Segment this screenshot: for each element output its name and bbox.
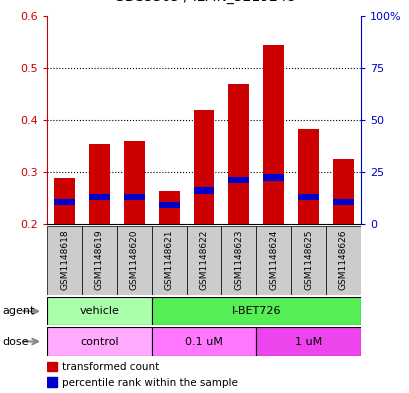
Text: I-BET726: I-BET726 — [231, 306, 280, 316]
Bar — [221, 226, 256, 295]
Bar — [263, 45, 283, 224]
Bar — [158, 202, 179, 208]
Bar — [117, 226, 151, 295]
Text: percentile rank within the sample: percentile rank within the sample — [62, 378, 238, 387]
Text: GDS5365 / ILMN_3219248: GDS5365 / ILMN_3219248 — [114, 0, 295, 4]
Text: vehicle: vehicle — [79, 306, 119, 316]
Text: GSM1148626: GSM1148626 — [338, 229, 347, 290]
Bar — [158, 191, 179, 224]
Bar — [290, 226, 325, 295]
Bar — [47, 226, 82, 295]
Bar — [82, 226, 117, 295]
Bar — [54, 178, 75, 224]
Text: control: control — [80, 336, 119, 347]
Bar — [186, 226, 221, 295]
Bar — [297, 194, 318, 200]
Text: GSM1148622: GSM1148622 — [199, 229, 208, 290]
Bar — [151, 327, 256, 356]
Bar — [256, 226, 290, 295]
Bar — [332, 159, 353, 224]
Bar — [193, 187, 214, 194]
Text: 0.1 uM: 0.1 uM — [184, 336, 222, 347]
Text: GSM1148625: GSM1148625 — [303, 229, 312, 290]
Bar — [124, 194, 144, 200]
Bar — [47, 377, 57, 387]
Bar — [89, 194, 110, 200]
Bar — [263, 174, 283, 181]
Bar — [151, 297, 360, 325]
Bar — [228, 84, 249, 224]
Text: GSM1148619: GSM1148619 — [95, 229, 103, 290]
Bar — [228, 177, 249, 183]
Text: GSM1148618: GSM1148618 — [60, 229, 69, 290]
Bar — [332, 199, 353, 205]
Text: agent: agent — [2, 306, 34, 316]
Bar — [151, 226, 186, 295]
Text: GSM1148621: GSM1148621 — [164, 229, 173, 290]
Text: dose: dose — [2, 336, 29, 347]
Bar — [47, 327, 151, 356]
Bar — [256, 327, 360, 356]
Bar — [297, 129, 318, 224]
Text: GSM1148624: GSM1148624 — [269, 229, 277, 290]
Text: 1 uM: 1 uM — [294, 336, 321, 347]
Bar — [47, 297, 151, 325]
Bar — [325, 226, 360, 295]
Text: GSM1148620: GSM1148620 — [130, 229, 138, 290]
Bar — [54, 199, 75, 205]
Bar — [124, 141, 144, 224]
Bar — [47, 362, 57, 371]
Bar — [193, 110, 214, 224]
Text: GSM1148623: GSM1148623 — [234, 229, 243, 290]
Text: transformed count: transformed count — [62, 362, 159, 372]
Bar — [89, 144, 110, 224]
